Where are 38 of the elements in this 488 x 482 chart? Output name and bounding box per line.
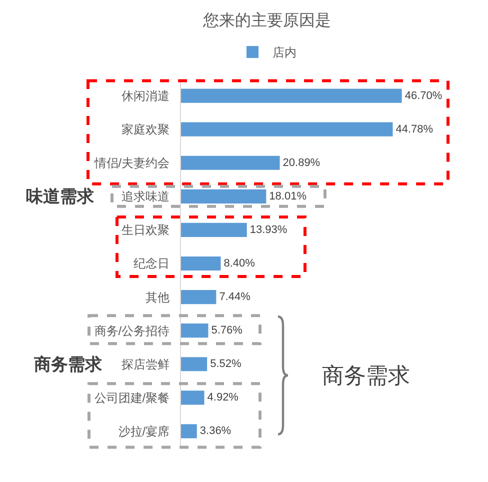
y-tick-label: 情侣/夫妻约会 <box>93 156 170 170</box>
y-tick-label: 家庭欢聚 <box>122 122 170 137</box>
text: 味道需求 <box>26 187 95 206</box>
y-tick-label: 追求味道 <box>122 190 170 204</box>
bar <box>181 324 208 338</box>
data-label: 8.40% <box>224 258 256 270</box>
bar <box>181 189 266 204</box>
data-label: 7.44% <box>219 291 251 304</box>
bar <box>181 122 393 136</box>
y-tick-label: 其他 <box>146 290 170 304</box>
data-label: 44.78% <box>396 123 434 136</box>
y-tick-label: 探店尝鲜 <box>122 357 170 372</box>
bar <box>181 390 204 405</box>
y-tick-label: 沙拉/宴席 <box>118 424 170 438</box>
data-label: 18.01% <box>269 190 307 202</box>
bar <box>181 156 280 170</box>
text: 商务需求 <box>33 355 103 374</box>
data-label: 20.89% <box>282 156 320 169</box>
bar <box>181 256 221 271</box>
data-label: 5.52% <box>210 358 242 370</box>
data-label: 13.93% <box>250 224 288 236</box>
y-tick-label: 休闲消遣 <box>122 88 170 103</box>
data-label: 3.36% <box>200 425 232 438</box>
legend-label: 店内 <box>272 46 296 60</box>
bar <box>181 290 216 304</box>
data-label: 46.70% <box>404 90 442 102</box>
y-tick-label: 生日欢聚 <box>122 223 170 238</box>
data-label: 4.92% <box>207 392 239 404</box>
data-label: 5.76% <box>211 324 243 337</box>
bar <box>181 222 247 237</box>
chart-title: 您来的主要原因是 <box>202 12 331 30</box>
y-tick-label: 公司团建/聚餐 <box>94 390 170 405</box>
y-tick-label: 纪念日 <box>134 256 170 271</box>
annotation: 商务需求 <box>322 363 410 388</box>
bar <box>181 424 197 438</box>
bar <box>181 357 208 372</box>
y-tick-label: 商务/公务招待 <box>94 324 170 338</box>
bar <box>181 88 402 103</box>
